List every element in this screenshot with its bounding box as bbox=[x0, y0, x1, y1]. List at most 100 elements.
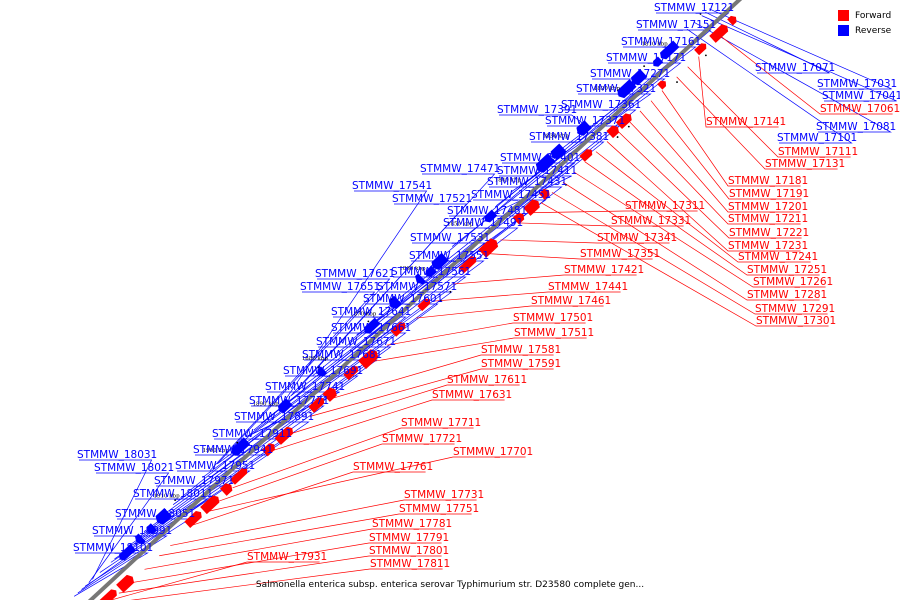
forward-gene-label[interactable]: STMMW_17801 bbox=[369, 545, 449, 557]
reverse-gene-label[interactable]: STMMW_17471 bbox=[420, 163, 500, 175]
forward-gene-label[interactable]: STMMW_17421 bbox=[564, 264, 644, 276]
reverse-gene-label[interactable]: STMMW_17911 bbox=[212, 428, 292, 440]
forward-gene-45[interactable] bbox=[727, 15, 737, 26]
forward-gene-34[interactable] bbox=[579, 149, 593, 162]
reverse-gene-41[interactable] bbox=[653, 56, 664, 67]
reverse-gene-label[interactable]: STMMW_17531 bbox=[410, 232, 490, 244]
forward-gene-30[interactable] bbox=[523, 199, 540, 216]
reverse-gene-24[interactable] bbox=[425, 265, 437, 277]
reverse-gene-3[interactable] bbox=[135, 533, 146, 545]
forward-gene-label[interactable]: STMMW_17181 bbox=[728, 175, 808, 187]
reverse-gene-38[interactable] bbox=[617, 79, 637, 99]
forward-gene-0[interactable] bbox=[99, 589, 117, 600]
forward-gene-14[interactable] bbox=[308, 397, 325, 413]
reverse-gene-label[interactable]: STMMW_17121 bbox=[654, 2, 734, 14]
forward-gene-label[interactable]: STMMW_17111 bbox=[778, 146, 858, 158]
forward-gene-label[interactable]: STMMW_17291 bbox=[755, 303, 835, 315]
forward-gene-label[interactable]: STMMW_17811 bbox=[370, 558, 450, 570]
forward-gene-37[interactable] bbox=[615, 113, 632, 130]
forward-gene-9[interactable] bbox=[229, 468, 248, 485]
forward-gene-label[interactable]: STMMW_17351 bbox=[580, 248, 660, 260]
reverse-gene-label[interactable]: STMMW_17411 bbox=[497, 165, 577, 177]
forward-gene-label[interactable]: STMMW_17791 bbox=[369, 532, 449, 544]
reverse-gene-35[interactable] bbox=[576, 120, 592, 136]
forward-gene-8[interactable] bbox=[219, 483, 233, 496]
forward-gene-label[interactable]: STMMW_17731 bbox=[404, 489, 484, 501]
forward-gene-label[interactable]: STMMW_17701 bbox=[453, 446, 533, 458]
forward-gene-22[interactable] bbox=[417, 298, 431, 312]
forward-gene-label[interactable]: STMMW_17711 bbox=[401, 417, 481, 429]
forward-gene-43[interactable] bbox=[694, 43, 707, 56]
forward-gene-label[interactable]: STMMW_17761 bbox=[353, 461, 433, 473]
forward-gene-label[interactable]: STMMW_17201 bbox=[728, 201, 808, 213]
reverse-gene-label[interactable]: STMMW_18031 bbox=[77, 449, 157, 461]
reverse-gene-label[interactable]: STMMW_17041 bbox=[822, 90, 900, 102]
forward-gene-26[interactable] bbox=[458, 256, 477, 274]
reverse-gene-label[interactable]: STMMW_17371 bbox=[545, 115, 625, 127]
forward-gene-label[interactable]: STMMW_17331 bbox=[611, 215, 691, 227]
forward-gene-36[interactable] bbox=[606, 125, 620, 139]
reverse-gene-label[interactable]: STMMW_17941 bbox=[193, 444, 273, 456]
reverse-gene-2[interactable] bbox=[119, 544, 136, 561]
reverse-gene-label[interactable]: STMMW_18091 bbox=[92, 525, 172, 537]
forward-gene-7[interactable] bbox=[200, 495, 220, 515]
forward-gene-15[interactable] bbox=[322, 387, 337, 402]
reverse-gene-32[interactable] bbox=[535, 153, 556, 173]
reverse-gene-label[interactable]: STMMW_17321 bbox=[576, 83, 656, 95]
forward-gene-label[interactable]: STMMW_17191 bbox=[729, 188, 809, 200]
reverse-gene-label[interactable]: STMMW_17031 bbox=[817, 78, 897, 90]
reverse-gene-label[interactable]: STMMW_17551 bbox=[409, 250, 489, 262]
reverse-gene-label[interactable]: STMMW_17661 bbox=[331, 322, 411, 334]
forward-gene-label[interactable]: STMMW_17211 bbox=[728, 213, 808, 225]
reverse-gene-label[interactable]: STMMW_18101 bbox=[73, 542, 153, 554]
forward-gene-label[interactable]: STMMW_17301 bbox=[756, 315, 836, 327]
reverse-gene-label[interactable]: STMMW_17401 bbox=[500, 152, 580, 164]
forward-gene-18[interactable] bbox=[358, 349, 379, 370]
forward-gene-29[interactable] bbox=[512, 212, 525, 225]
forward-gene-label[interactable]: STMMW_17241 bbox=[738, 251, 818, 263]
reverse-gene-label[interactable]: STMMW_17381 bbox=[529, 131, 609, 143]
forward-gene-label[interactable]: STMMW_17061 bbox=[820, 103, 900, 115]
reverse-gene-label[interactable]: STMMW_17951 bbox=[175, 460, 255, 472]
forward-gene-label[interactable]: STMMW_17461 bbox=[531, 295, 611, 307]
reverse-gene-label[interactable]: STMMW_17491 bbox=[443, 217, 523, 229]
reverse-gene-label[interactable]: STMMW_17271 bbox=[590, 68, 670, 80]
reverse-gene-label[interactable]: STMMW_17391 bbox=[497, 104, 577, 116]
reverse-gene-label[interactable]: STMMW_17691 bbox=[283, 365, 363, 377]
reverse-gene-label[interactable]: STMMW_17541 bbox=[352, 180, 432, 192]
reverse-gene-label[interactable]: STMMW_17681 bbox=[302, 349, 382, 361]
forward-gene-label[interactable]: STMMW_17781 bbox=[372, 518, 452, 530]
reverse-gene-label[interactable]: STMMW_17521 bbox=[392, 193, 472, 205]
reverse-gene-5[interactable] bbox=[155, 507, 173, 525]
forward-gene-6[interactable] bbox=[184, 510, 202, 528]
forward-gene-label[interactable]: STMMW_17231 bbox=[728, 240, 808, 252]
forward-gene-label[interactable]: STMMW_17501 bbox=[513, 312, 593, 324]
reverse-gene-label[interactable]: STMMW_17101 bbox=[777, 132, 857, 144]
reverse-gene-label[interactable]: STMMW_17971 bbox=[154, 475, 234, 487]
reverse-gene-28[interactable] bbox=[484, 209, 498, 223]
reverse-gene-25[interactable] bbox=[431, 252, 449, 270]
reverse-gene-4[interactable] bbox=[146, 523, 158, 535]
reverse-gene-label[interactable]: STMMW_18011 bbox=[133, 488, 213, 500]
reverse-gene-label[interactable]: STMMW_17151 bbox=[636, 19, 716, 31]
forward-gene-label[interactable]: STMMW_17251 bbox=[747, 264, 827, 276]
reverse-gene-label[interactable]: STMMW_17361 bbox=[561, 99, 641, 111]
forward-gene-label[interactable]: STMMW_17261 bbox=[753, 276, 833, 288]
reverse-gene-label[interactable]: STMMW_17481 bbox=[447, 205, 527, 217]
forward-gene-label[interactable]: STMMW_17751 bbox=[399, 503, 479, 515]
forward-gene-11[interactable] bbox=[261, 443, 275, 457]
legend-reverse[interactable]: Reverse bbox=[838, 23, 891, 38]
legend-forward[interactable]: Forward bbox=[838, 8, 891, 23]
forward-gene-1[interactable] bbox=[116, 574, 135, 593]
reverse-gene-label[interactable]: STMMW_18051 bbox=[115, 508, 195, 520]
reverse-gene-label[interactable]: STMMW_17171 bbox=[606, 52, 686, 64]
reverse-gene-23[interactable] bbox=[415, 273, 427, 285]
reverse-gene-label[interactable]: STMMW_17741 bbox=[265, 381, 345, 393]
reverse-gene-label[interactable]: STMMW_18021 bbox=[94, 462, 174, 474]
forward-gene-label[interactable]: STMMW_17221 bbox=[729, 227, 809, 239]
reverse-gene-label[interactable]: STMMW_17641 bbox=[331, 306, 411, 318]
forward-gene-label[interactable]: STMMW_17591 bbox=[481, 358, 561, 370]
forward-gene-label[interactable]: STMMW_17131 bbox=[765, 158, 845, 170]
forward-gene-label[interactable]: STMMW_17281 bbox=[747, 289, 827, 301]
reverse-gene-label[interactable]: STMMW_17671 bbox=[316, 336, 396, 348]
